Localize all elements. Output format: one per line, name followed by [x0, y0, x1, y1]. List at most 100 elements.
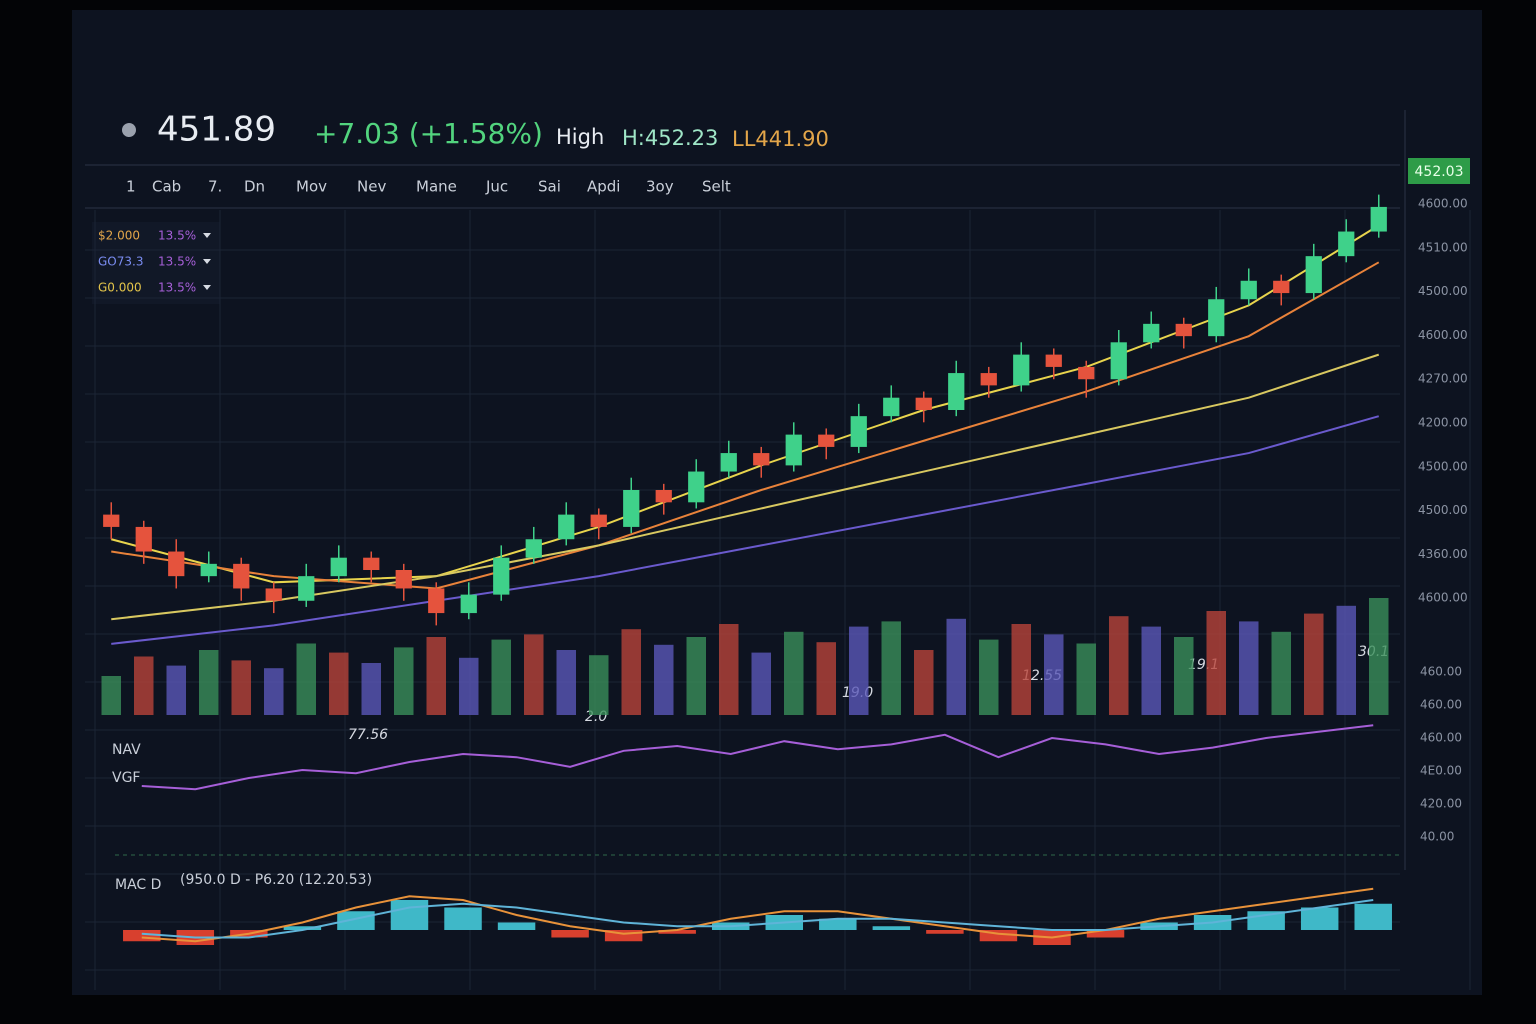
- volume-bar: [1109, 616, 1129, 715]
- candle-body: [980, 373, 997, 386]
- price-axis-label: 4510.00: [1418, 240, 1468, 254]
- macd-hist: [1086, 930, 1125, 938]
- candle-body: [623, 490, 640, 527]
- candle-body: [298, 576, 315, 601]
- time-label: 77.56: [348, 727, 388, 743]
- macd-hist: [283, 926, 322, 930]
- tab: 3oy: [646, 178, 674, 196]
- candle-body: [558, 514, 575, 540]
- volume-bar: [329, 652, 349, 715]
- price: 451.89: [157, 110, 276, 150]
- candle-body: [525, 539, 542, 558]
- macd-line: [141, 899, 1374, 939]
- tab: Nev: [357, 178, 386, 196]
- candle-body: [1370, 206, 1387, 232]
- candle-body: [590, 514, 607, 527]
- macd-hist: [872, 926, 911, 930]
- candle-body: [1078, 366, 1095, 380]
- indicator-value: GO73.3: [98, 255, 143, 269]
- panel-label: (950.0 D - P6.20 (12.20.53): [180, 872, 372, 888]
- candle-body: [720, 453, 737, 472]
- volume-bar: [621, 629, 641, 715]
- volume-bar: [686, 637, 706, 715]
- candle-body: [1305, 256, 1322, 294]
- lower-axis-label: 420.00: [1420, 797, 1462, 811]
- candle-body: [1273, 280, 1290, 294]
- lower-axis-label: 4E0.00: [1420, 764, 1462, 778]
- price-axis-label: 4600.00: [1418, 197, 1468, 211]
- tab: Selt: [702, 178, 731, 196]
- price-axis-label: 4200.00: [1418, 416, 1468, 430]
- candle-body: [265, 588, 282, 601]
- price-axis-label: 4500.00: [1418, 503, 1468, 517]
- indicator-value: G0.000: [98, 281, 142, 295]
- lower-axis-label: 40.00: [1420, 830, 1454, 844]
- volume-bar: [816, 642, 836, 715]
- volume-bar: [979, 639, 999, 715]
- volume-bar: [784, 631, 804, 715]
- candle-body: [655, 490, 672, 503]
- high-label: High: [556, 125, 604, 149]
- macd-hist: [979, 930, 1018, 942]
- price-axis-label: 4500.00: [1418, 459, 1468, 473]
- indicator-value: $2.000: [98, 229, 140, 243]
- tab: Mane: [416, 178, 457, 196]
- macd-hist: [604, 930, 643, 942]
- volume-bar: [654, 644, 674, 715]
- tab: 1: [126, 178, 136, 196]
- price-axis-label: 4270.00: [1418, 372, 1468, 386]
- logo: [122, 123, 136, 137]
- volume-bar: [1206, 611, 1226, 715]
- tab: Mov: [296, 178, 327, 196]
- candle-body: [915, 397, 932, 410]
- display: [72, 10, 1482, 995]
- macd-hist: [444, 907, 482, 930]
- volume-bar: [524, 634, 544, 715]
- indicator-box: [92, 222, 220, 304]
- macd-hist: [497, 922, 536, 930]
- candle-body: [1045, 354, 1062, 367]
- volume-bar: [1011, 624, 1031, 715]
- macd-hist: [819, 918, 857, 930]
- indicator-caret: [203, 233, 211, 238]
- moving-average: [111, 353, 1380, 621]
- indicator-pct: 13.5%: [158, 229, 196, 243]
- candle-body: [200, 563, 217, 577]
- volume-bar: [1369, 598, 1389, 715]
- panel-label: MAC D: [115, 877, 161, 893]
- candle-body: [688, 471, 705, 503]
- volume-bar: [491, 639, 511, 715]
- volume-bar: [751, 652, 771, 715]
- tab: Cab: [152, 178, 181, 196]
- candle-body: [460, 594, 477, 614]
- macd-hist: [1300, 907, 1339, 930]
- macd-hist: [551, 930, 589, 938]
- volume-bar: [719, 624, 739, 715]
- volume-bar: [1271, 631, 1291, 715]
- lower-axis-label: 460.00: [1420, 698, 1462, 712]
- volume-bar: [1336, 605, 1356, 715]
- candle-body: [330, 557, 347, 577]
- candle-body: [1338, 231, 1355, 257]
- indicator-caret: [203, 259, 211, 264]
- price-tag: 452.03: [1415, 164, 1464, 180]
- candle-body: [1240, 280, 1257, 300]
- volume-bar: [134, 656, 154, 715]
- lower-axis-label: 460.00: [1420, 665, 1462, 679]
- candle-body: [753, 453, 770, 466]
- volume-bar: [1076, 643, 1096, 715]
- macd-hist: [1354, 903, 1392, 930]
- volume-bar: [166, 665, 186, 715]
- candle-body: [850, 416, 867, 447]
- tab: Sai: [538, 178, 561, 196]
- volume-bar: [556, 650, 576, 715]
- indicator-pct: 13.5%: [158, 281, 196, 295]
- candle-body: [493, 557, 510, 595]
- volume-bar: [946, 618, 966, 715]
- candle-body: [135, 526, 152, 552]
- volume-bar: [1174, 637, 1194, 715]
- volume-bar: [1239, 621, 1259, 715]
- tab: Dn: [244, 178, 265, 196]
- lower-axis-label: 460.00: [1420, 731, 1462, 745]
- candle-body: [395, 570, 412, 589]
